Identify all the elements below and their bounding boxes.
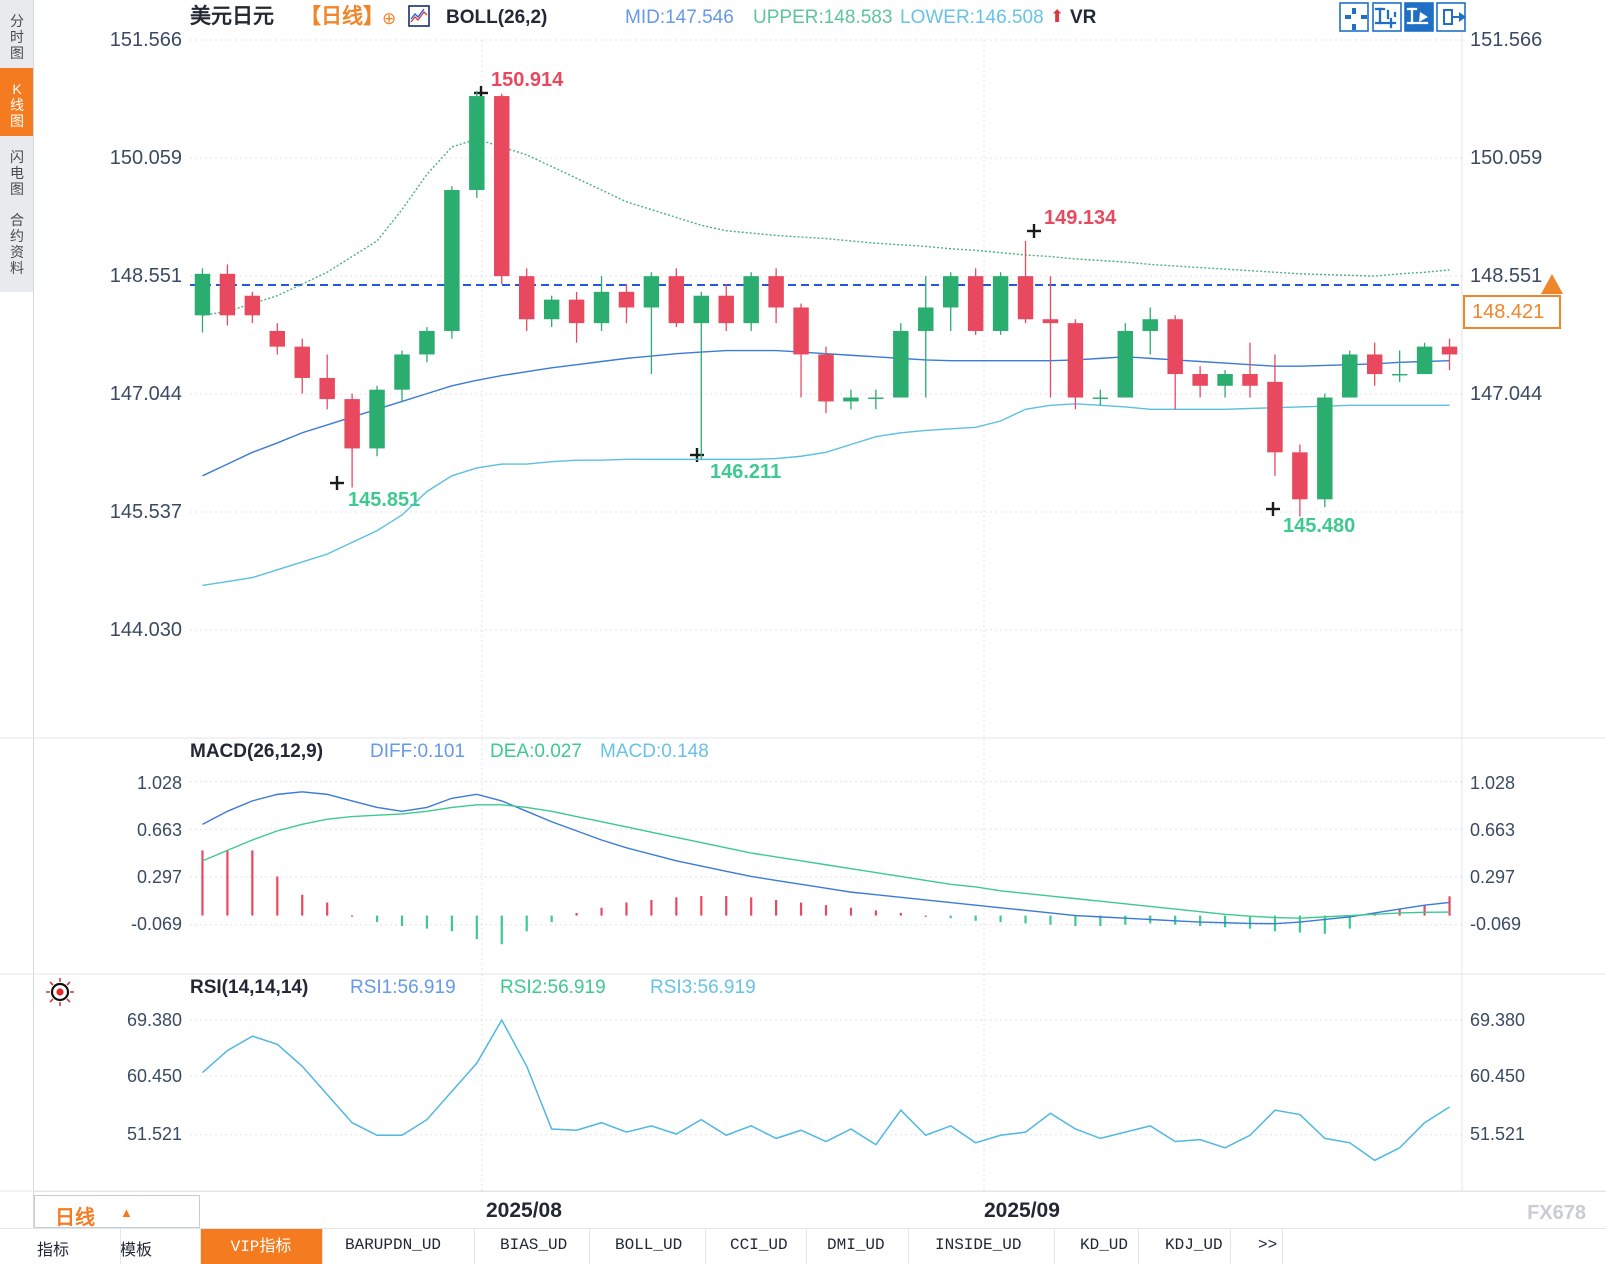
svg-text:RSI2:56.919: RSI2:56.919: [500, 977, 606, 998]
svg-text:145.537: 145.537: [110, 501, 182, 523]
svg-text:MID:147.546: MID:147.546: [625, 7, 734, 28]
svg-text:51.521: 51.521: [1470, 1124, 1525, 1144]
svg-text:-0.069: -0.069: [1470, 914, 1521, 934]
svg-text:150.914: 150.914: [491, 69, 564, 91]
svg-text:MACD(26,12,9): MACD(26,12,9): [190, 741, 323, 762]
svg-text:1.028: 1.028: [1470, 773, 1515, 793]
svg-text:美元日元: 美元日元: [190, 4, 274, 28]
svg-text:RSI(14,14,14): RSI(14,14,14): [190, 977, 308, 998]
svg-text:146.211: 146.211: [710, 461, 781, 483]
svg-text:60.450: 60.450: [127, 1066, 182, 1086]
svg-text:VR: VR: [1070, 7, 1097, 28]
svg-text:0.297: 0.297: [137, 867, 182, 887]
svg-text:⊕: ⊕: [382, 9, 396, 28]
svg-text:148.551: 148.551: [1470, 265, 1542, 287]
svg-text:145.480: 145.480: [1283, 515, 1355, 537]
svg-text:0.663: 0.663: [137, 820, 182, 840]
svg-text:148.421: 148.421: [1472, 301, 1544, 323]
svg-text:【日线】: 【日线】: [300, 4, 384, 28]
svg-text:151.566: 151.566: [1470, 29, 1542, 51]
svg-text:RSI1:56.919: RSI1:56.919: [350, 977, 456, 998]
svg-text:145.851: 145.851: [348, 489, 420, 511]
svg-text:MACD:0.148: MACD:0.148: [600, 741, 709, 762]
svg-text:DEA:0.027: DEA:0.027: [490, 741, 582, 762]
svg-text:151.566: 151.566: [110, 29, 182, 51]
svg-text:0.663: 0.663: [1470, 820, 1515, 840]
svg-text:69.380: 69.380: [127, 1010, 182, 1030]
svg-text:69.380: 69.380: [1470, 1010, 1525, 1030]
svg-text:149.134: 149.134: [1044, 207, 1117, 229]
svg-text:150.059: 150.059: [1470, 147, 1542, 169]
svg-text:LOWER:146.508: LOWER:146.508: [900, 7, 1044, 28]
svg-text:147.044: 147.044: [1470, 383, 1542, 405]
svg-text:0.297: 0.297: [1470, 867, 1515, 887]
svg-text:147.044: 147.044: [110, 383, 182, 405]
svg-text:DIFF:0.101: DIFF:0.101: [370, 741, 465, 762]
svg-text:51.521: 51.521: [127, 1124, 182, 1144]
svg-text:150.059: 150.059: [110, 147, 182, 169]
svg-text:148.551: 148.551: [110, 265, 182, 287]
svg-text:144.030: 144.030: [110, 619, 182, 641]
svg-text:-0.069: -0.069: [131, 914, 182, 934]
svg-text:1.028: 1.028: [137, 773, 182, 793]
svg-text:UPPER:148.583: UPPER:148.583: [753, 7, 892, 28]
svg-text:60.450: 60.450: [1470, 1066, 1525, 1086]
svg-text:⬆: ⬆: [1050, 7, 1064, 26]
svg-text:BOLL(26,2): BOLL(26,2): [446, 7, 547, 28]
svg-text:RSI3:56.919: RSI3:56.919: [650, 977, 756, 998]
